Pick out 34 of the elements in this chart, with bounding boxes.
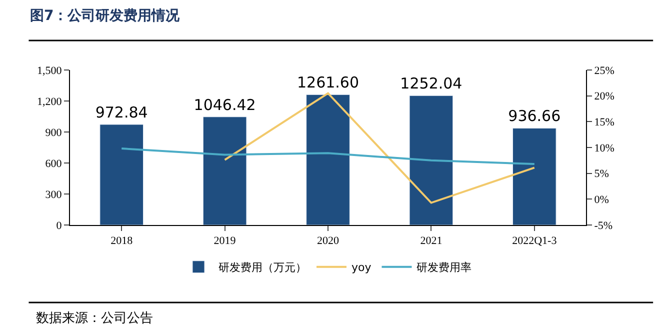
y2-tick-label: 0% xyxy=(594,194,609,206)
bar xyxy=(306,94,350,225)
bar xyxy=(202,116,247,225)
bar xyxy=(409,95,454,225)
legend-label: yoy xyxy=(352,261,372,274)
y-tick-label: 900 xyxy=(45,126,62,139)
y2-tick-label: 5% xyxy=(594,168,609,180)
data-label: 1261.60 xyxy=(296,74,360,92)
y2-tick-label: 10% xyxy=(594,142,614,154)
chart-title: 图7：公司研发费用情况 xyxy=(30,8,181,24)
y2-tick-label: 20% xyxy=(594,90,614,103)
data-label: 972.84 xyxy=(95,103,148,122)
x-tick-label: 2021 xyxy=(420,235,442,248)
y-tick-label: 1,200 xyxy=(37,96,62,108)
y2-tick-label: 15% xyxy=(594,116,614,129)
data-label: 1046.42 xyxy=(194,96,256,114)
y-tick-label: 600 xyxy=(45,158,62,170)
legend-label: 研发费用（万元） xyxy=(218,261,306,274)
line-series xyxy=(120,148,536,166)
x-tick-label: 2022Q1-3 xyxy=(512,235,558,248)
x-tick-label: 2019 xyxy=(214,235,236,248)
bar xyxy=(100,124,144,225)
y2-tick-label: 25% xyxy=(594,64,614,77)
data-label: 1252.04 xyxy=(400,74,462,93)
legend-label: 研发费用率 xyxy=(416,261,472,274)
y2-tick-label: -5% xyxy=(594,220,613,232)
source-note: 数据来源：公司公告 xyxy=(36,311,153,326)
y-tick-label: 1,500 xyxy=(37,64,62,77)
data-label: 936.66 xyxy=(508,107,561,126)
y-tick-label: 0 xyxy=(56,220,62,232)
y-tick-label: 300 xyxy=(45,188,62,201)
bar xyxy=(512,128,556,225)
x-tick-label: 2020 xyxy=(317,235,340,248)
x-tick-label: 2018 xyxy=(110,235,134,248)
